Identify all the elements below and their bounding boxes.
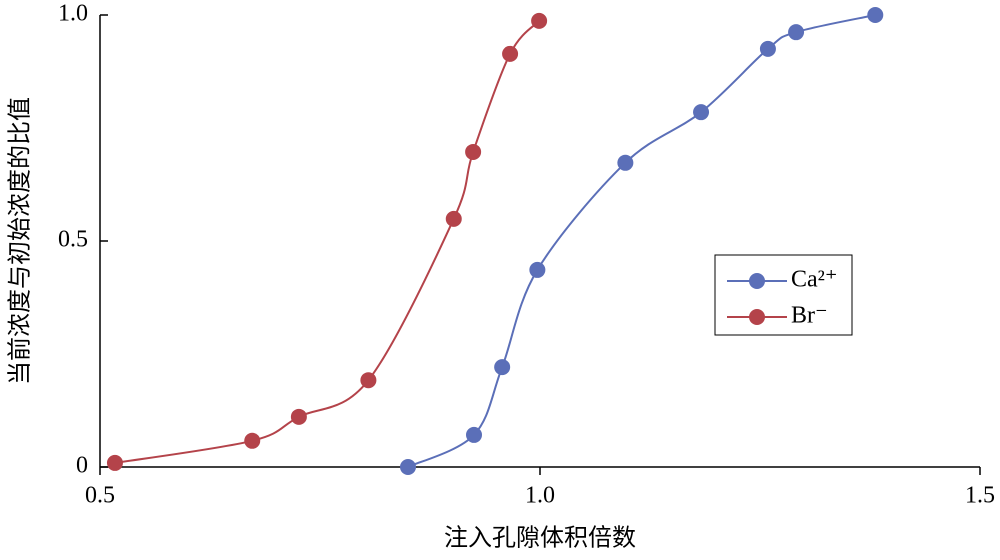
legend-label: Br⁻: [791, 303, 828, 329]
data-point: [400, 459, 416, 475]
data-point: [867, 7, 884, 23]
x-tick-label: 1.5: [965, 483, 995, 509]
data-point: [360, 372, 377, 389]
series-line: [114, 20, 540, 464]
data-point: [106, 454, 123, 471]
data-point: [693, 104, 710, 121]
x-axis-label: 注入孔隙体积倍数: [444, 525, 636, 552]
x-tick-label: 0.5: [85, 483, 115, 509]
data-point: [466, 426, 482, 443]
data-point: [502, 45, 519, 62]
data-point: [617, 154, 634, 171]
data-point: [759, 40, 776, 57]
data-point: [465, 143, 482, 160]
legend-marker: [749, 273, 765, 289]
legend-label: Ca²⁺: [791, 267, 838, 293]
y-tick-label: 0: [76, 453, 88, 479]
series-line: [407, 14, 876, 468]
data-point: [494, 359, 511, 376]
legend-marker: [749, 309, 765, 325]
data-point: [531, 12, 548, 29]
y-tick-label: 0.5: [58, 227, 88, 253]
data-point: [445, 210, 462, 227]
data-point: [788, 24, 805, 41]
data-point: [244, 432, 261, 449]
y-axis-label: 当前浓度与初始浓度的比值: [7, 97, 34, 385]
data-point: [529, 261, 546, 278]
data-point: [290, 408, 307, 425]
y-tick-label: 1.0: [58, 1, 88, 27]
legend-box: [714, 254, 853, 336]
x-tick-label: 1.0: [525, 483, 555, 509]
